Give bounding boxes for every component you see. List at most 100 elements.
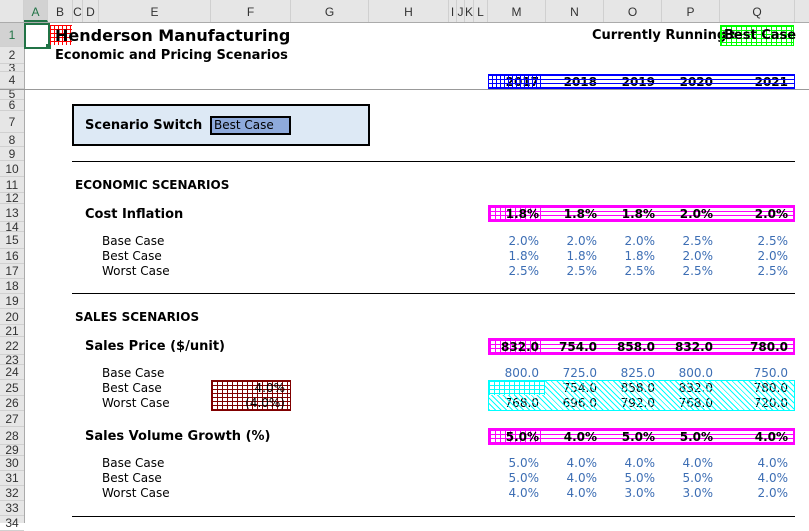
sales-volume-value[interactable]: 4.0% [566,456,598,470]
column-header-k[interactable]: K [465,0,474,22]
column-header-b[interactable]: B [48,0,73,22]
column-header-e[interactable]: E [99,0,211,22]
cost-inflation-value[interactable]: 2.5% [757,264,789,278]
row-header-4[interactable]: 4 [0,72,24,89]
sales-volume-live-value[interactable]: 5.0% [679,430,713,444]
row-header-16[interactable]: 16 [0,249,24,264]
row-header-15[interactable]: 15 [0,232,24,249]
sales-price-value[interactable]: 725.0 [562,366,597,380]
row-header-18[interactable]: 18 [0,279,24,294]
cost-inflation-value[interactable]: 2.5% [624,264,656,278]
cost-inflation-value[interactable]: 2.0% [624,234,656,248]
row-header-34[interactable]: 34 [0,516,24,531]
cost-inflation-value[interactable]: 2.0% [682,249,714,263]
sales-volume-live-value[interactable]: 4.0% [563,430,597,444]
row-header-1[interactable]: 1 [0,23,24,47]
sales-price-value[interactable]: 825.0 [620,366,655,380]
sales-volume-value[interactable]: 4.0% [757,471,789,485]
cost-inflation-value[interactable]: 2.5% [682,264,714,278]
cost-inflation-value[interactable]: 2.5% [508,264,540,278]
row-header-20[interactable]: 20 [0,309,24,325]
sales-price-value[interactable]: 800.0 [678,366,713,380]
column-header-j[interactable]: J [457,0,465,22]
sales-volume-value[interactable]: 4.0% [566,471,598,485]
row-header-21[interactable]: 21 [0,325,24,337]
row-header-3[interactable]: 3 [0,64,24,72]
row-header-13[interactable]: 13 [0,204,24,222]
column-header-o[interactable]: O [604,0,662,22]
row-header-33[interactable]: 33 [0,501,24,516]
select-all-corner[interactable] [0,0,24,22]
column-header-d[interactable]: D [83,0,99,22]
sales-volume-value[interactable]: 5.0% [624,471,656,485]
row-header-31[interactable]: 31 [0,471,24,486]
price-adjustment-cells[interactable] [211,380,291,411]
row-header-17[interactable]: 17 [0,264,24,279]
currently-running-cell[interactable] [720,25,794,46]
sales-price-live-value[interactable]: 832.0 [675,340,713,354]
row-header-7[interactable]: 7 [0,111,24,133]
row-header-23[interactable]: 23 [0,355,24,365]
row-header-32[interactable]: 32 [0,486,24,501]
sales-price-value[interactable]: 750.0 [753,366,788,380]
row-header-6[interactable]: 6 [0,100,24,111]
column-header-a[interactable]: A [24,0,48,22]
row-header-19[interactable]: 19 [0,294,24,309]
column-header-p[interactable]: P [662,0,720,22]
sales-volume-value[interactable]: 5.0% [682,471,714,485]
row-header-2[interactable]: 2 [0,47,24,64]
sales-volume-value[interactable]: 4.0% [566,486,598,500]
sales-volume-value[interactable]: 3.0% [624,486,656,500]
cost-inflation-live-value[interactable]: 2.0% [754,207,788,221]
cost-inflation-value[interactable]: 1.8% [508,249,540,263]
cost-inflation-value[interactable]: 1.8% [624,249,656,263]
fill-handle[interactable] [46,44,51,49]
sales-volume-value[interactable]: 4.0% [757,456,789,470]
row-header-9[interactable]: 9 [0,147,24,161]
column-header-g[interactable]: G [291,0,369,22]
cost-inflation-value[interactable]: 2.0% [757,249,789,263]
sales-volume-live-value[interactable]: 4.0% [754,430,788,444]
sales-volume-value[interactable]: 5.0% [508,456,540,470]
cost-inflation-live-value[interactable]: 1.8% [563,207,597,221]
sales-volume-value[interactable]: 2.0% [757,486,789,500]
sales-volume-value[interactable]: 4.0% [508,486,540,500]
cost-inflation-live-value[interactable]: 1.8% [505,207,539,221]
column-header-c[interactable]: C [73,0,83,22]
row-header-22[interactable]: 22 [0,337,24,355]
sales-price-live-value[interactable]: 780.0 [750,340,788,354]
cost-inflation-value[interactable]: 2.5% [566,264,598,278]
row-header-26[interactable]: 26 [0,396,24,411]
sales-price-value[interactable]: 800.0 [504,366,539,380]
cost-inflation-value[interactable]: 2.0% [508,234,540,248]
cost-inflation-live-value[interactable]: 2.0% [679,207,713,221]
row-header-28[interactable]: 28 [0,427,24,445]
cost-inflation-live-value[interactable]: 1.8% [621,207,655,221]
row-header-24[interactable]: 24 [0,365,24,380]
row-header-29[interactable]: 29 [0,445,24,456]
sales-volume-live-value[interactable]: 5.0% [505,430,539,444]
sales-price-live-value[interactable]: 832.0 [501,340,539,354]
sales-volume-value[interactable]: 5.0% [508,471,540,485]
row-header-10[interactable]: 10 [0,161,24,177]
column-header-q[interactable]: Q [720,0,795,22]
row-header-12[interactable]: 12 [0,193,24,204]
cost-inflation-value[interactable]: 2.5% [757,234,789,248]
sales-volume-live-value[interactable]: 5.0% [621,430,655,444]
column-header-n[interactable]: N [546,0,604,22]
column-header-f[interactable]: F [211,0,291,22]
row-header-30[interactable]: 30 [0,456,24,471]
cost-inflation-value[interactable]: 1.8% [566,249,598,263]
column-header-i[interactable]: I [449,0,457,22]
sales-volume-value[interactable]: 4.0% [682,456,714,470]
column-header-m[interactable]: M [488,0,546,22]
cost-inflation-value[interactable]: 2.0% [566,234,598,248]
column-header-h[interactable]: H [369,0,449,22]
scenario-switch-dropdown[interactable] [210,116,291,135]
row-header-11[interactable]: 11 [0,177,24,193]
row-header-14[interactable]: 14 [0,222,24,232]
sales-price-live-value[interactable]: 858.0 [617,340,655,354]
sales-price-live-value[interactable]: 754.0 [559,340,597,354]
sales-volume-value[interactable]: 3.0% [682,486,714,500]
sales-volume-value[interactable]: 4.0% [624,456,656,470]
